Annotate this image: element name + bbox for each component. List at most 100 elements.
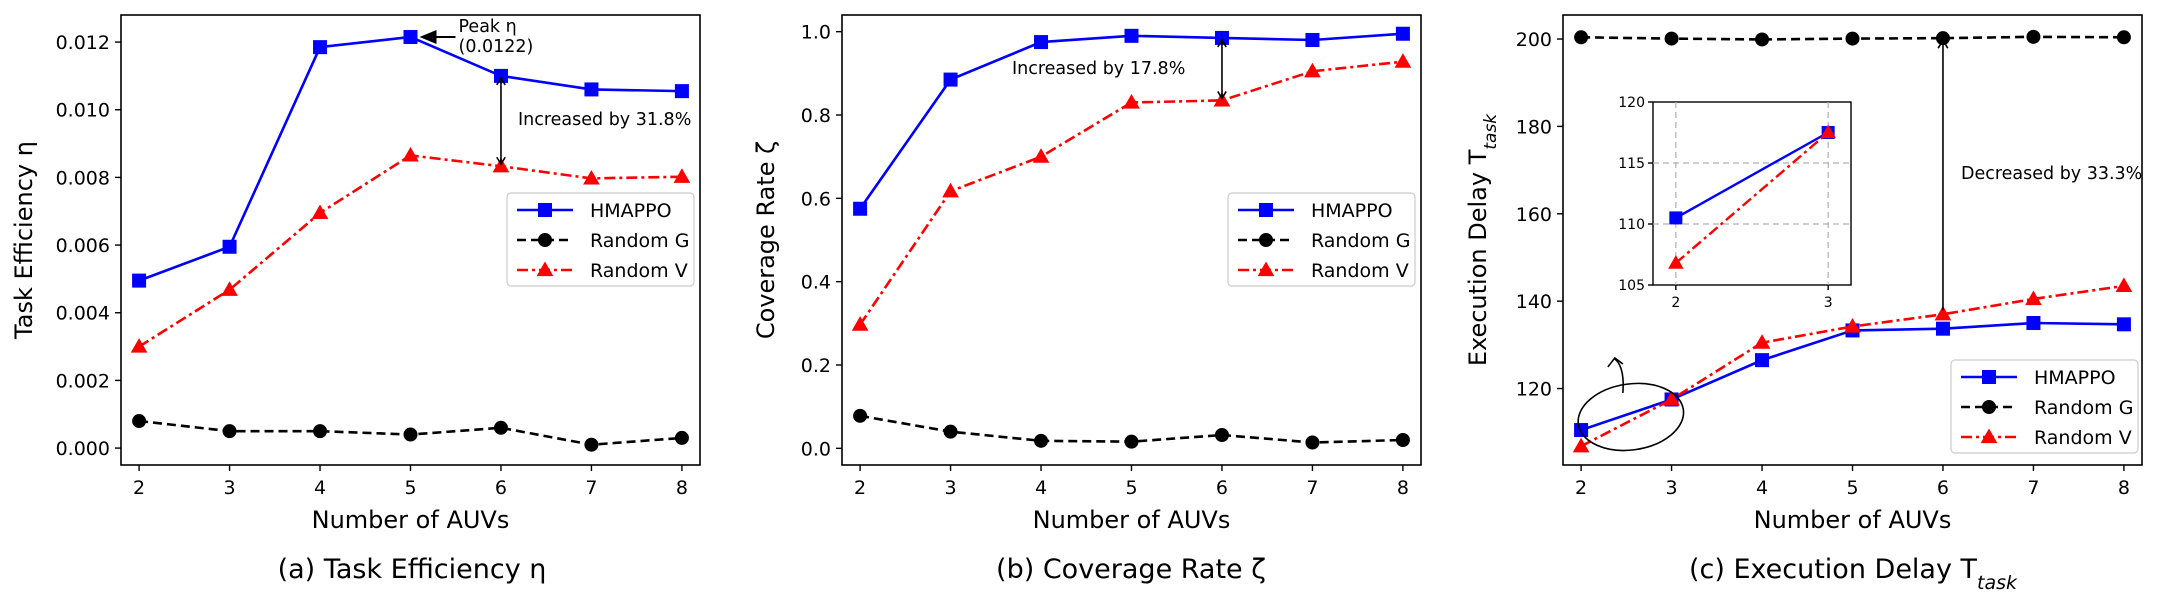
y-tick-label: 0.8 xyxy=(801,105,831,127)
data-point-random-g xyxy=(853,408,868,423)
data-point-random-v xyxy=(2025,290,2042,306)
x-axis-title: Number of AUVs xyxy=(1754,506,1952,534)
zoom-arrow-shaft xyxy=(1614,358,1624,394)
legend-label: Random V xyxy=(1311,260,1409,282)
inset-x-tick-label: 3 xyxy=(1824,295,1833,311)
legend-box xyxy=(1227,192,1416,287)
legend-marker xyxy=(1980,428,1998,444)
data-point-hmappo xyxy=(674,84,689,99)
x-axis-title: Number of AUVs xyxy=(1033,506,1231,534)
inset-plot-area xyxy=(1652,101,1852,286)
y-axis-title: Coverage Rate ζ xyxy=(752,141,780,339)
chart-panel-3: 2 3 4 5 6 7 8 120 140 160 180 200 Number of AUVs Exec… xyxy=(1464,14,2143,594)
gap-annotation: Increased by 17.8% xyxy=(1012,38,1227,100)
data-point-random-v xyxy=(311,204,329,220)
data-point-random-v xyxy=(130,338,148,353)
data-point-hmappo xyxy=(132,273,147,288)
legend-label: Random G xyxy=(590,230,689,252)
data-point-hmappo xyxy=(403,29,418,44)
data-point-hmappo xyxy=(2116,317,2131,332)
panel-caption: (c) Execution Delay Ttask xyxy=(1689,554,2018,594)
y-tick-label: 0.0 xyxy=(801,438,831,460)
data-point-hmappo xyxy=(853,201,868,216)
gap-label: Increased by 17.8% xyxy=(1012,59,1185,79)
data-point-hmappo xyxy=(1305,33,1320,47)
data-point-hmappo xyxy=(2026,316,2041,331)
inset-data-point xyxy=(1669,211,1683,225)
gap-label: Decreased by 33.3% xyxy=(1961,164,2142,184)
gap-annotation: Decreased by 33.3% xyxy=(1937,38,2142,311)
data-point-hmappo xyxy=(1935,321,1950,336)
gap-label: Increased by 31.8% xyxy=(518,110,691,130)
panel-caption-subscript: task xyxy=(1977,572,2018,594)
peak-annotation: Peak η(0.0122) xyxy=(419,17,533,57)
data-point-random-v xyxy=(402,146,419,162)
panel-caption: (b) Coverage Rate ζ xyxy=(996,554,1266,585)
x-axis-title: Number of AUVs xyxy=(312,506,510,534)
data-point-hmappo xyxy=(943,72,958,87)
x-tick-label: 2 xyxy=(854,477,866,499)
legend-marker xyxy=(538,203,552,217)
data-point-random-g xyxy=(1395,433,1410,447)
legend: HMAPPO Random G Random V xyxy=(1950,359,2139,454)
data-point-hmappo xyxy=(1755,353,1770,368)
data-point-random-v xyxy=(2115,277,2133,292)
x-tick-label: 8 xyxy=(2118,477,2130,499)
data-point-random-v xyxy=(673,168,691,183)
y-tick-label: 140 xyxy=(1516,291,1552,313)
x-tick-label: 8 xyxy=(1397,477,1409,499)
data-point-random-g xyxy=(493,420,508,435)
legend-marker xyxy=(1982,370,1996,384)
y-axis-title-subscript: task xyxy=(1481,113,1501,150)
data-point-random-g xyxy=(1124,434,1139,449)
y-tick-label: 0.4 xyxy=(801,272,831,294)
data-point-random-v xyxy=(1032,148,1050,163)
y-tick-label: 160 xyxy=(1516,204,1552,226)
y-tick-label: 0.010 xyxy=(56,100,110,122)
data-point-random-g xyxy=(1305,435,1320,450)
data-point-random-v xyxy=(583,169,600,185)
data-point-random-v xyxy=(1123,94,1140,109)
zoom-ellipse xyxy=(1577,382,1685,452)
gap-arrow-head xyxy=(496,76,506,86)
y-tick-label: 180 xyxy=(1516,116,1552,138)
data-point-random-v xyxy=(1844,318,1861,333)
data-point-random-g xyxy=(1214,428,1229,442)
data-point-random-g xyxy=(1034,433,1049,448)
data-point-random-v xyxy=(1572,437,1590,453)
chart-panel-1: 2 3 4 5 6 7 8 0.000 0.002 0.004 0.006 0.008 0.010 0.0… xyxy=(10,14,701,585)
inset-line-hmappo xyxy=(1675,131,1829,219)
peak-label-line1: Peak η xyxy=(459,17,517,37)
legend-label: HMAPPO xyxy=(2034,367,2116,389)
x-tick-label: 4 xyxy=(1035,477,1047,499)
data-point-random-g xyxy=(403,427,418,442)
panel-caption-text: (b) Coverage Rate ζ xyxy=(996,554,1266,585)
panel-caption: (a) Task Efficiency η xyxy=(278,554,547,585)
legend-label: Random G xyxy=(1311,230,1410,252)
legend-marker xyxy=(1259,203,1273,217)
legend-label: Random V xyxy=(590,260,688,282)
data-point-hmappo xyxy=(313,40,328,55)
data-point-random-g xyxy=(132,414,147,429)
data-point-random-v xyxy=(1663,390,1680,406)
peak-arrow-head xyxy=(419,29,437,44)
y-tick-label: 0.000 xyxy=(56,438,110,460)
data-point-hmappo xyxy=(222,239,237,254)
x-tick-label: 3 xyxy=(224,477,236,499)
data-point-random-g xyxy=(313,424,328,439)
panel-caption-text: (c) Execution Delay T xyxy=(1689,554,1978,585)
data-point-random-g xyxy=(943,424,958,439)
data-point-random-g xyxy=(584,437,599,452)
zoom-arrow-head xyxy=(1607,356,1624,368)
inset-y-tick-label: 110 xyxy=(1618,217,1645,233)
inset-data-point xyxy=(1668,255,1684,269)
y-tick-label: 0.008 xyxy=(56,167,110,189)
data-point-random-v xyxy=(1753,334,1771,349)
x-tick-label: 8 xyxy=(676,477,688,499)
data-point-random-g xyxy=(674,430,689,445)
legend-marker xyxy=(1257,261,1275,277)
data-point-random-v xyxy=(221,281,238,296)
data-point-random-g xyxy=(1664,31,1679,46)
y-axis-title: Task Efficiency η xyxy=(10,141,38,340)
gap-arrow-head xyxy=(496,156,506,166)
